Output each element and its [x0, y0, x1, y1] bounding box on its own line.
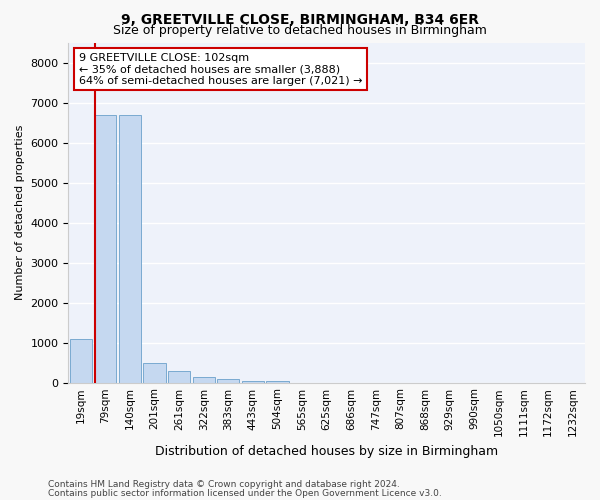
- Bar: [242, 380, 264, 382]
- Bar: [70, 338, 92, 382]
- Y-axis label: Number of detached properties: Number of detached properties: [15, 125, 25, 300]
- Bar: [168, 372, 190, 382]
- Text: Contains public sector information licensed under the Open Government Licence v3: Contains public sector information licen…: [48, 488, 442, 498]
- Bar: [266, 380, 289, 382]
- Bar: [217, 380, 239, 382]
- Bar: [143, 362, 166, 382]
- Bar: [193, 376, 215, 382]
- Bar: [94, 114, 116, 382]
- X-axis label: Distribution of detached houses by size in Birmingham: Distribution of detached houses by size …: [155, 444, 498, 458]
- Bar: [119, 114, 141, 382]
- Text: 9 GREETVILLE CLOSE: 102sqm
← 35% of detached houses are smaller (3,888)
64% of s: 9 GREETVILLE CLOSE: 102sqm ← 35% of deta…: [79, 52, 362, 86]
- Text: Contains HM Land Registry data © Crown copyright and database right 2024.: Contains HM Land Registry data © Crown c…: [48, 480, 400, 489]
- Text: Size of property relative to detached houses in Birmingham: Size of property relative to detached ho…: [113, 24, 487, 37]
- Text: 9, GREETVILLE CLOSE, BIRMINGHAM, B34 6ER: 9, GREETVILLE CLOSE, BIRMINGHAM, B34 6ER: [121, 12, 479, 26]
